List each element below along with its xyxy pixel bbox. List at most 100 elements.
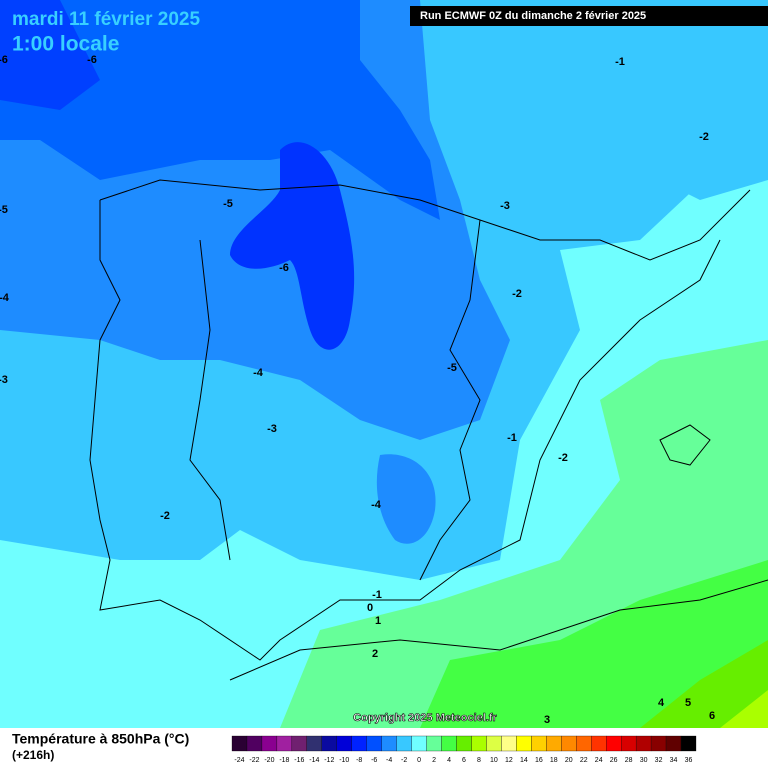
scale-label: 32 (655, 757, 663, 764)
contour-label: 6 (709, 710, 715, 722)
color-swatch (351, 735, 367, 752)
scale-label: 2 (432, 757, 436, 764)
scale-label: 36 (685, 757, 693, 764)
contour-label: -5 (0, 204, 8, 216)
scale-label: 6 (462, 757, 466, 764)
color-swatch (471, 735, 487, 752)
contour-label: -1 (615, 56, 625, 68)
color-swatch (606, 735, 622, 752)
scale-label: -2 (401, 757, 407, 764)
scale-label: -8 (356, 757, 362, 764)
color-swatch (441, 735, 457, 752)
color-swatch (381, 735, 397, 752)
color-swatch (650, 735, 667, 752)
scale-label: -10 (339, 757, 349, 764)
legend-title: Température à 850hPa (°C) (12, 731, 189, 747)
scale-label: 14 (520, 757, 528, 764)
contour-label: -6 (87, 54, 97, 66)
contour-label: -4 (0, 292, 10, 304)
scale-label: 8 (477, 757, 481, 764)
color-swatch (426, 735, 442, 752)
contour-label: -5 (447, 362, 457, 374)
color-swatch (336, 735, 352, 752)
color-swatch (291, 735, 307, 752)
color-swatch (531, 735, 547, 752)
scale-label: 30 (640, 757, 648, 764)
contour-label: -2 (512, 288, 522, 300)
color-swatch (366, 735, 382, 752)
color-swatch (321, 735, 337, 752)
contour-label: -1 (372, 589, 382, 601)
contour-label: -3 (500, 200, 510, 212)
contour-label: -3 (267, 423, 277, 435)
color-swatch (231, 735, 248, 752)
color-swatch (635, 735, 652, 752)
contour-label: -2 (699, 131, 709, 143)
subtitle: 1:00 locale (12, 33, 119, 56)
scale-label: 10 (490, 757, 498, 764)
contour-label: 5 (685, 697, 691, 709)
scale-label: 4 (447, 757, 451, 764)
color-swatch (486, 735, 502, 752)
run-info: Run ECMWF 0Z du dimanche 2 février 2025 (420, 10, 646, 22)
contour-label: 2 (372, 648, 378, 660)
scale-label: 34 (670, 757, 678, 764)
contour-label: -4 (371, 499, 382, 511)
scale-label: -18 (279, 757, 289, 764)
contour-label: 0 (367, 602, 373, 614)
scale-label: -24 (234, 757, 244, 764)
color-swatch (456, 735, 472, 752)
scale-label: 28 (625, 757, 633, 764)
color-swatch (246, 735, 263, 752)
color-scale: -24 -22 -20 -18 -16 -14 -12 -10 -8 -6 -4 -2 0 2 4 6 8 10 1… (231, 735, 697, 764)
scale-label: -20 (264, 757, 274, 764)
scale-label: 24 (595, 757, 603, 764)
color-swatch (680, 735, 697, 752)
color-swatch (516, 735, 532, 752)
scale-label: 18 (550, 757, 558, 764)
contour-label: 4 (658, 697, 665, 709)
scale-label: 20 (565, 757, 573, 764)
color-swatch (665, 735, 682, 752)
contour-label: -2 (160, 510, 170, 522)
scale-label: -22 (249, 757, 259, 764)
contour-label: -6 (0, 54, 8, 66)
color-swatch (621, 735, 637, 752)
scale-label: -14 (309, 757, 319, 764)
contour-label: -2 (558, 452, 568, 464)
coastlines (89, 179, 768, 681)
scale-label: 22 (580, 757, 588, 764)
color-swatch (261, 735, 278, 752)
color-swatch (411, 735, 427, 752)
contour-label: -5 (223, 198, 233, 210)
scale-label: -6 (371, 757, 377, 764)
color-swatch (546, 735, 562, 752)
color-swatch (276, 735, 293, 752)
scale-label: 26 (610, 757, 618, 764)
scale-label: 16 (535, 757, 543, 764)
color-swatch (561, 735, 577, 752)
scale-label: 0 (417, 757, 421, 764)
color-swatch (576, 735, 592, 752)
color-swatch (306, 735, 322, 752)
contour-label: -6 (279, 262, 289, 274)
color-swatch (396, 735, 412, 752)
contour-labels: -6 -6 -1 -2 -5 -5 -3 -6 -4 -2 -3 -4 -5 -… (0, 54, 715, 726)
color-swatch (501, 735, 517, 752)
scale-label: -12 (324, 757, 334, 764)
contour-label: 1 (375, 615, 381, 627)
contour-label: -1 (507, 432, 517, 444)
title: mardi 11 février 2025 (12, 9, 200, 30)
temperature-field (0, 0, 768, 728)
color-swatch (591, 735, 607, 752)
run-box (410, 6, 768, 26)
copyright: Copyright 2025 Meteociel.fr (353, 712, 497, 724)
scale-label: -4 (386, 757, 392, 764)
scale-label: -16 (294, 757, 304, 764)
contour-label: -4 (253, 367, 264, 379)
scale-label: 12 (505, 757, 513, 764)
contour-label: -3 (0, 374, 8, 386)
lead-time: (+216h) (12, 748, 54, 762)
contour-label: 3 (544, 714, 550, 726)
